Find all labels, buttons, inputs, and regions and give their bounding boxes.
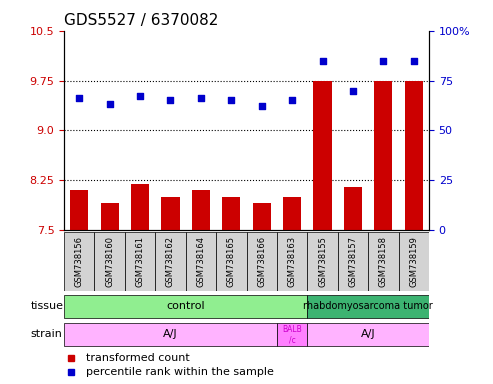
Text: percentile rank within the sample: percentile rank within the sample: [86, 367, 274, 377]
Bar: [252, 204, 271, 230]
Point: [288, 98, 296, 104]
Bar: [374, 81, 392, 230]
Bar: [405, 81, 423, 230]
Text: strain: strain: [31, 329, 63, 339]
Point: [258, 103, 266, 109]
Text: GSM738163: GSM738163: [287, 236, 297, 287]
FancyBboxPatch shape: [398, 232, 429, 291]
FancyBboxPatch shape: [155, 232, 186, 291]
Text: BALB
/c: BALB /c: [282, 325, 302, 344]
Text: GSM738155: GSM738155: [318, 236, 327, 287]
Text: A/J: A/J: [163, 329, 178, 339]
Bar: [314, 81, 332, 230]
Text: control: control: [166, 301, 205, 311]
Point: [167, 98, 175, 104]
FancyBboxPatch shape: [307, 232, 338, 291]
Text: transformed count: transformed count: [86, 353, 190, 363]
FancyBboxPatch shape: [307, 295, 429, 318]
FancyBboxPatch shape: [216, 232, 246, 291]
FancyBboxPatch shape: [307, 323, 429, 346]
Bar: [70, 190, 88, 230]
Point: [227, 98, 235, 104]
Bar: [344, 187, 362, 230]
FancyBboxPatch shape: [338, 232, 368, 291]
Text: GSM738158: GSM738158: [379, 236, 388, 287]
Bar: [222, 197, 241, 230]
Text: A/J: A/J: [361, 329, 375, 339]
Point: [197, 95, 205, 101]
Text: rhabdomyosarcoma tumor: rhabdomyosarcoma tumor: [303, 301, 433, 311]
FancyBboxPatch shape: [64, 295, 307, 318]
Text: GSM738161: GSM738161: [136, 236, 144, 287]
Text: GSM738164: GSM738164: [196, 236, 206, 287]
FancyBboxPatch shape: [125, 232, 155, 291]
Text: GSM738166: GSM738166: [257, 236, 266, 287]
Bar: [101, 204, 119, 230]
FancyBboxPatch shape: [277, 232, 307, 291]
Bar: [131, 184, 149, 230]
Text: GSM738159: GSM738159: [409, 236, 418, 287]
Point: [380, 58, 387, 64]
Bar: [161, 197, 179, 230]
Point: [136, 93, 144, 99]
FancyBboxPatch shape: [186, 232, 216, 291]
FancyBboxPatch shape: [64, 232, 95, 291]
Point: [106, 101, 113, 108]
Text: GDS5527 / 6370082: GDS5527 / 6370082: [64, 13, 218, 28]
Text: GSM738160: GSM738160: [105, 236, 114, 287]
Bar: [192, 190, 210, 230]
FancyBboxPatch shape: [64, 323, 277, 346]
Point: [410, 58, 418, 64]
Point: [349, 88, 357, 94]
Bar: [283, 197, 301, 230]
Text: tissue: tissue: [31, 301, 64, 311]
Point: [318, 58, 326, 64]
Text: GSM738165: GSM738165: [227, 236, 236, 287]
Point: [75, 95, 83, 101]
Text: GSM738157: GSM738157: [349, 236, 357, 287]
FancyBboxPatch shape: [368, 232, 398, 291]
FancyBboxPatch shape: [95, 232, 125, 291]
Text: GSM738156: GSM738156: [75, 236, 84, 287]
FancyBboxPatch shape: [277, 323, 307, 346]
Text: GSM738162: GSM738162: [166, 236, 175, 287]
FancyBboxPatch shape: [246, 232, 277, 291]
